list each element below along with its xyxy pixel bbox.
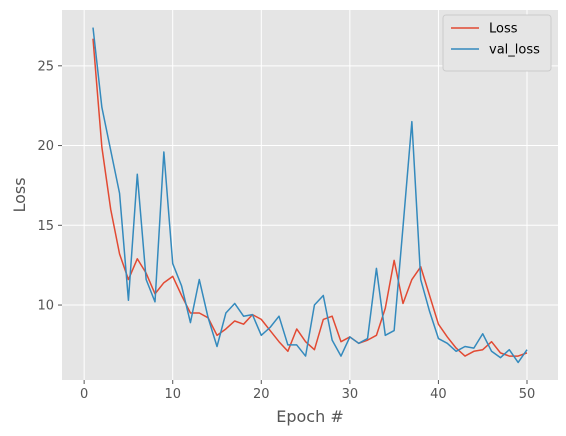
series-line-loss	[92, 38, 528, 357]
x-tick-label: 0	[80, 387, 88, 402]
plot-background	[62, 10, 558, 380]
y-tick-label: 15	[37, 219, 54, 234]
legend-label: Loss	[489, 22, 518, 37]
y-axis-label: Loss	[10, 177, 29, 212]
x-axis-label: Epoch #	[276, 407, 343, 426]
legend-box	[442, 14, 552, 72]
y-tick-label: 10	[37, 299, 54, 314]
y-tick-label: 25	[37, 59, 54, 74]
x-tick-label: 30	[342, 387, 359, 402]
x-tick-label: 10	[164, 387, 181, 402]
x-tick-label: 50	[519, 387, 536, 402]
y-tick-label: 20	[37, 139, 54, 154]
axis-ticks: 0 10 20 30 40 50 10 15 20 25	[37, 59, 535, 402]
x-tick-label: 20	[253, 387, 270, 402]
legend: Loss val_loss	[442, 14, 552, 72]
series-lines	[92, 27, 528, 364]
series-line-val-loss	[92, 27, 528, 364]
x-tick-label: 40	[430, 387, 447, 402]
legend-label: val_loss	[489, 43, 540, 58]
